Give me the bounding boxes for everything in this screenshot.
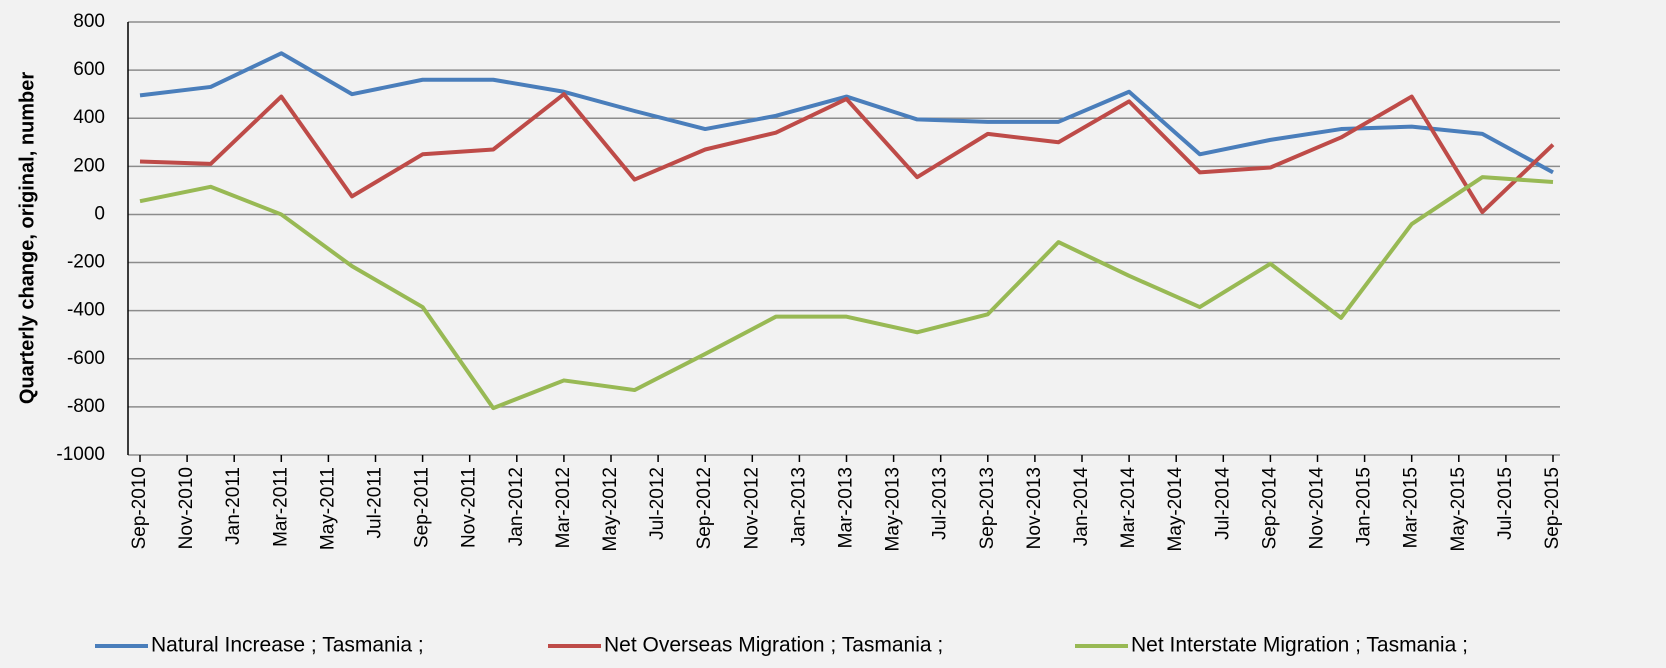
x-tick-label: Sep-2015 bbox=[1542, 467, 1563, 549]
x-tick-label: Mar-2015 bbox=[1401, 467, 1422, 548]
x-tick-label: Jul-2014 bbox=[1212, 467, 1233, 540]
x-tick-label: Sep-2012 bbox=[694, 467, 715, 549]
x-tick-label: Jan-2013 bbox=[788, 467, 809, 546]
x-tick-label: Jan-2011 bbox=[223, 467, 244, 545]
series-line bbox=[139, 175, 1554, 411]
x-tick-label: Nov-2012 bbox=[741, 467, 762, 549]
x-tick-label: Sep-2011 bbox=[412, 467, 433, 548]
x-tick-label: Jul-2015 bbox=[1495, 467, 1516, 540]
legend-label: Natural Increase ; Tasmania ; bbox=[151, 634, 424, 657]
x-tick-label: Jan-2015 bbox=[1354, 467, 1375, 546]
x-tick-label: Mar-2013 bbox=[836, 467, 857, 548]
y-tick-label: 0 bbox=[94, 203, 105, 224]
series-line bbox=[139, 51, 1554, 175]
y-tick-label: -1000 bbox=[56, 444, 105, 465]
x-tick-label: Jan-2014 bbox=[1071, 467, 1092, 547]
y-tick-label: -600 bbox=[67, 348, 105, 369]
x-tick-label: Sep-2014 bbox=[1259, 467, 1280, 550]
y-tick-label: -400 bbox=[67, 300, 105, 321]
x-tick-label: May-2012 bbox=[600, 467, 621, 552]
x-tick-label: Sep-2010 bbox=[129, 467, 150, 549]
x-tick-label: May-2015 bbox=[1448, 467, 1469, 552]
x-tick-label: Jul-2012 bbox=[647, 467, 668, 540]
x-tick-label: Nov-2013 bbox=[1024, 467, 1045, 549]
legend-label: Net Interstate Migration ; Tasmania ; bbox=[1131, 634, 1468, 657]
y-tick-label: 400 bbox=[73, 107, 105, 128]
x-tick-label: May-2014 bbox=[1165, 467, 1186, 552]
x-tick-label: Jul-2011 bbox=[365, 467, 386, 538]
legend-label: Net Overseas Migration ; Tasmania ; bbox=[604, 634, 943, 657]
y-tick-label: 800 bbox=[73, 11, 105, 32]
y-tick-label: 600 bbox=[73, 59, 105, 80]
x-tick-label: Mar-2011 bbox=[270, 467, 291, 547]
x-tick-label: Jul-2013 bbox=[930, 467, 951, 540]
series-line bbox=[139, 92, 1555, 215]
y-tick-label: -200 bbox=[67, 252, 105, 273]
x-tick-label: Sep-2013 bbox=[977, 467, 998, 549]
x-tick-label: Nov-2010 bbox=[176, 467, 197, 549]
x-tick-label: Nov-2011 bbox=[459, 467, 480, 548]
y-tick-label: 200 bbox=[73, 155, 105, 176]
x-tick-label: Mar-2012 bbox=[553, 467, 574, 548]
x-tick-label: May-2013 bbox=[883, 467, 904, 552]
x-tick-label: Mar-2014 bbox=[1118, 467, 1139, 549]
y-tick-label: -800 bbox=[67, 396, 105, 417]
y-axis-title: Quarterly change, original, number bbox=[16, 72, 38, 405]
x-tick-label: Nov-2014 bbox=[1307, 467, 1328, 550]
x-tick-label: Jan-2012 bbox=[506, 467, 527, 546]
x-tick-label: May-2011 bbox=[317, 467, 338, 550]
